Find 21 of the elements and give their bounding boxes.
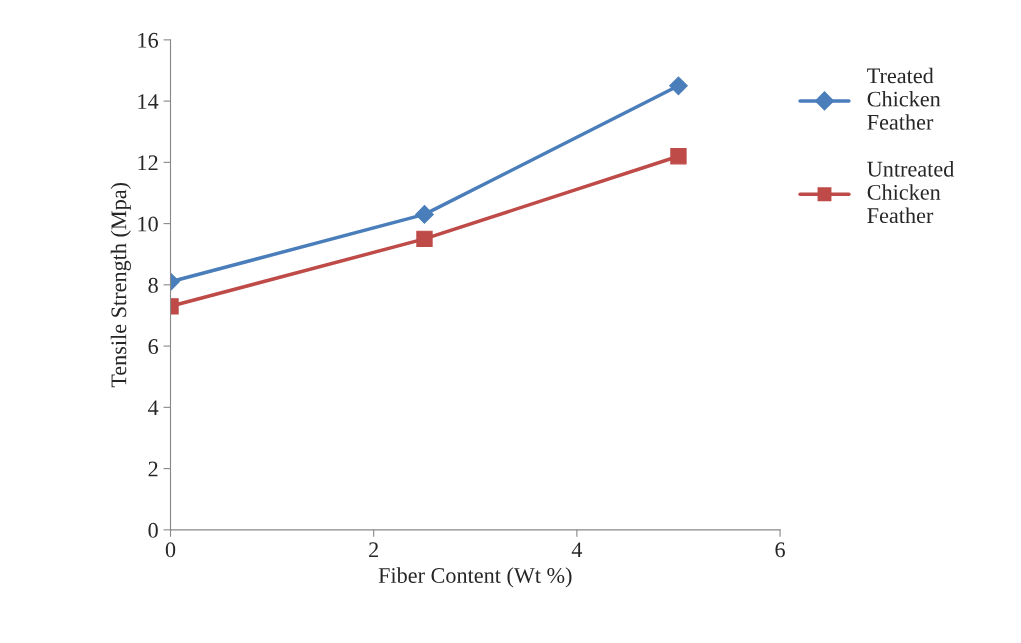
y-tick-label: 16: [138, 32, 159, 48]
x-tick-label: 4: [571, 542, 583, 558]
legend-label: Treated Chicken Feather: [867, 67, 941, 130]
point: [415, 205, 434, 224]
y-tick-label: 0: [148, 522, 158, 538]
point: [669, 76, 688, 96]
y-tick-label: 6: [148, 339, 159, 355]
point: [416, 230, 433, 248]
y-tick-label: 12: [138, 155, 158, 171]
y-tick-label: 14: [138, 94, 159, 109]
x-axis-title: Fiber Content (Wt %): [378, 567, 572, 588]
y-axis-title: Tensile Strength (Mpa): [110, 182, 131, 388]
x-tick-label: 0: [165, 542, 176, 558]
x-tick-label: 2: [369, 542, 379, 558]
y-tick-label: 8: [148, 277, 158, 293]
point: [670, 148, 687, 165]
y-tick-label: 2: [148, 461, 158, 477]
y-tick-label: 4: [148, 400, 159, 416]
legend-label: Untreated Chicken Feather: [867, 160, 955, 224]
y-tick-label: 10: [138, 216, 158, 232]
x-tick-label: 6: [775, 542, 785, 558]
